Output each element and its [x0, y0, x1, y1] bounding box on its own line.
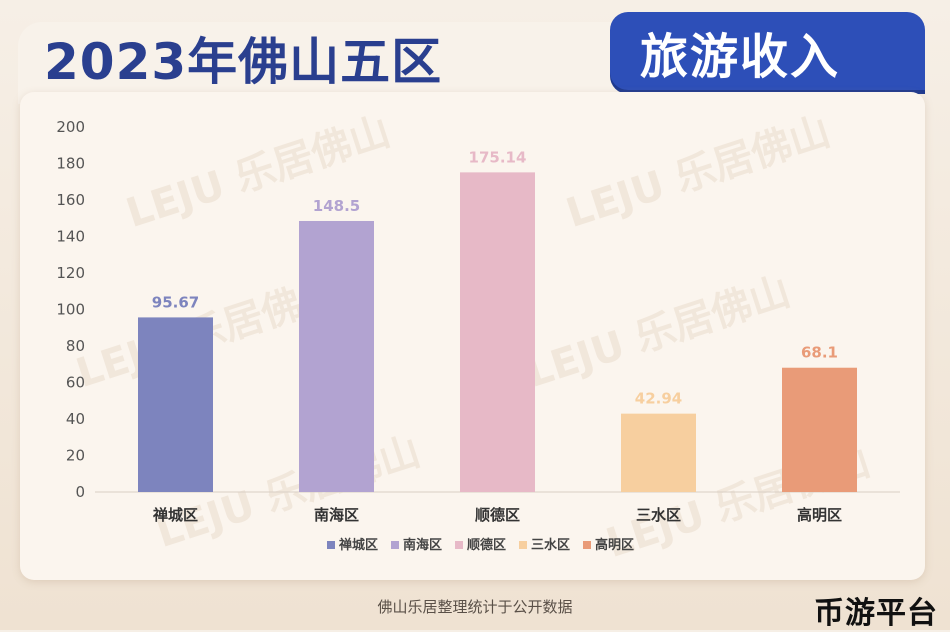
- legend-entry: 高明区: [595, 537, 634, 553]
- x-tick-label: 南海区: [314, 506, 359, 524]
- y-tick-label: 200: [56, 118, 85, 136]
- bar-1: [138, 317, 213, 492]
- corner-logo: 币游平台: [814, 596, 938, 631]
- chart-subtitle: 旅游收入: [640, 29, 841, 85]
- y-tick-label: 120: [56, 264, 85, 282]
- legend-swatch: [519, 541, 527, 549]
- legend-entry: 顺德区: [467, 537, 506, 553]
- legend-entry: 三水区: [531, 537, 570, 553]
- bar-4: [621, 413, 696, 492]
- data-label: 175.14: [469, 148, 527, 166]
- data-source-note: 佛山乐居整理统计于公开数据: [377, 598, 573, 616]
- legend-swatch: [583, 541, 591, 549]
- y-tick-label: 80: [66, 337, 85, 355]
- y-tick-label: 100: [56, 301, 85, 319]
- bar-2: [299, 220, 374, 493]
- data-label: 42.94: [635, 390, 682, 408]
- data-label: 95.67: [152, 293, 199, 311]
- y-tick-label: 20: [66, 447, 85, 465]
- y-tick-label: 60: [66, 374, 85, 392]
- y-tick-label: 140: [56, 228, 85, 246]
- bar-5: [782, 367, 857, 492]
- legend-swatch: [391, 541, 399, 549]
- x-tick-label: 顺德区: [475, 506, 520, 524]
- y-tick-label: 40: [66, 410, 85, 428]
- title-banner: 2023年佛山五区 旅游收入: [0, 0, 950, 104]
- title-pill: [610, 12, 925, 90]
- title-left-panel: [18, 22, 618, 104]
- chart-title: 2023年佛山五区: [44, 33, 443, 91]
- legend-entry: 禅城区: [338, 537, 378, 553]
- x-tick-label: 禅城区: [152, 506, 198, 524]
- data-label: 148.5: [313, 197, 360, 215]
- bar-3: [460, 172, 535, 492]
- y-tick-label: 160: [56, 191, 85, 209]
- y-tick-label: 180: [56, 155, 85, 173]
- x-tick-label: 高明区: [797, 506, 842, 524]
- legend-swatch: [455, 541, 463, 549]
- x-tick-label: 三水区: [636, 506, 681, 524]
- legend-entry: 南海区: [403, 537, 442, 553]
- y-tick-label: 0: [75, 483, 85, 501]
- legend-swatch: [327, 541, 335, 549]
- data-label: 68.1: [801, 344, 838, 362]
